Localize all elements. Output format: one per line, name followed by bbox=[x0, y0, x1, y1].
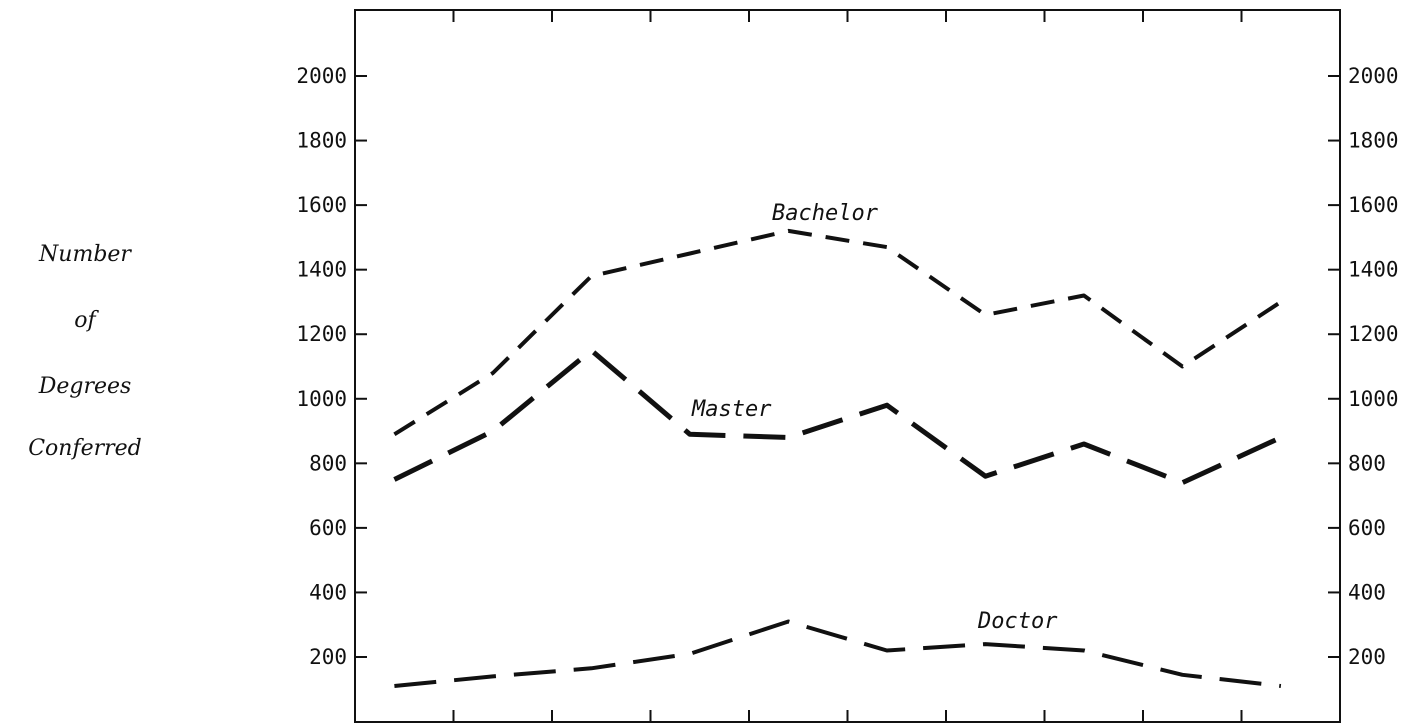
y-tick-label-right: 2000 bbox=[1348, 64, 1399, 88]
series-label-doctor: Doctor bbox=[977, 609, 1058, 634]
series-line-doctor bbox=[394, 619, 1282, 688]
y-tick-label-right: 1400 bbox=[1348, 258, 1399, 282]
y-tick-label-right: 200 bbox=[1348, 645, 1386, 669]
y-tick-label-left: 800 bbox=[309, 451, 347, 475]
series-label-bachelor: Bachelor bbox=[772, 201, 879, 226]
left-y-axis: 200 400 600 800 1000 1200 1400 1600 1800 2000 bbox=[296, 64, 367, 669]
y-tick-label-left: 600 bbox=[309, 516, 347, 540]
series-line-bachelor bbox=[393, 228, 1282, 436]
y-tick-label-right: 1800 bbox=[1348, 129, 1399, 153]
y-tick-label-right: 600 bbox=[1348, 516, 1386, 540]
y-tick-label-right: 1000 bbox=[1348, 387, 1399, 411]
y-tick-label-left: 2000 bbox=[296, 64, 347, 88]
y-axis-title-line-4: Conferred bbox=[28, 436, 142, 461]
y-tick-label-left: 400 bbox=[309, 580, 347, 604]
y-tick-label-right: 1200 bbox=[1348, 322, 1399, 346]
y-tick-label-right: 400 bbox=[1348, 580, 1386, 604]
y-tick-label-left: 1200 bbox=[296, 322, 347, 346]
y-axis-title-line-3: Degrees bbox=[38, 374, 132, 399]
x-axis-ticks bbox=[452, 10, 1243, 722]
y-tick-label-left: 1800 bbox=[296, 129, 347, 153]
series-label-master: Master bbox=[691, 397, 772, 422]
series-labels: Bachelor Master Doctor bbox=[691, 201, 1058, 634]
y-tick-label-left: 1400 bbox=[296, 258, 347, 282]
right-y-axis: 200 400 600 800 1000 1200 1400 1600 1800 2000 bbox=[1328, 64, 1399, 669]
series-line-master bbox=[393, 347, 1282, 486]
series-layer bbox=[393, 228, 1282, 688]
y-axis-title-line-2: of bbox=[74, 308, 96, 333]
y-tick-label-right: 1600 bbox=[1348, 193, 1399, 217]
y-tick-label-right: 800 bbox=[1348, 451, 1386, 475]
y-tick-label-left: 200 bbox=[309, 645, 347, 669]
y-tick-label-left: 1600 bbox=[296, 193, 347, 217]
y-tick-label-left: 1000 bbox=[296, 387, 347, 411]
y-axis-title-line-1: Number bbox=[39, 242, 131, 267]
